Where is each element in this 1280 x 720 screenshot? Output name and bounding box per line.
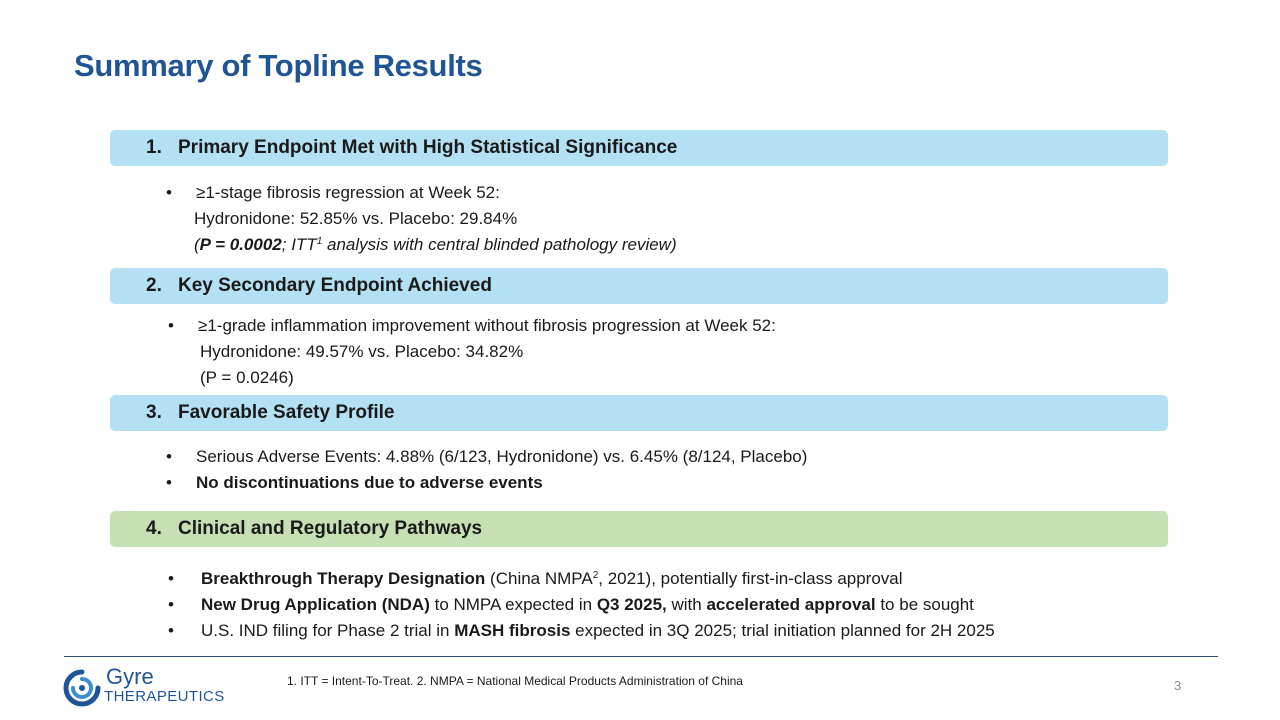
- text-line: ≥1-grade inflammation improvement withou…: [198, 316, 776, 335]
- section-number: 2.: [146, 275, 162, 296]
- footnote: 1. ITT = Intent-To-Treat. 2. NMPA = Nati…: [287, 674, 743, 688]
- text-line: Hydronidone: 52.85% vs. Placebo: 29.84%: [194, 209, 518, 228]
- bullet: •: [168, 316, 174, 335]
- list-item: No discontinuations due to adverse event…: [196, 473, 543, 492]
- bullet: •: [166, 183, 172, 202]
- text-line: Hydronidone: 49.57% vs. Placebo: 34.82%: [200, 342, 524, 361]
- section-heading: Primary Endpoint Met with High Statistic…: [178, 137, 678, 158]
- bullet: •: [166, 447, 172, 466]
- list-item: Breakthrough Therapy Designation (China …: [201, 569, 903, 588]
- text-line: (P = 0.0002; ITT1 analysis with central …: [194, 235, 677, 254]
- section-number: 1.: [146, 137, 162, 158]
- section-number: 3.: [146, 402, 162, 423]
- logo-name-top: Gyre: [106, 664, 154, 689]
- section-header-regulatory-pathways: 4. Clinical and Regulatory Pathways: [110, 511, 1168, 547]
- section-header-primary-endpoint: 1. Primary Endpoint Met with High Statis…: [110, 130, 1168, 166]
- company-logo: Gyre THERAPEUTICS: [62, 664, 242, 710]
- section-body-regulatory-pathways: • Breakthrough Therapy Designation (Chin…: [166, 566, 995, 644]
- page-title: Summary of Topline Results: [74, 48, 483, 83]
- bullet: •: [168, 569, 174, 588]
- bullet: •: [166, 473, 172, 492]
- footer-divider: [64, 656, 1218, 657]
- gyre-swirl-icon: [63, 669, 101, 707]
- text-line: (P = 0.0246): [200, 368, 294, 387]
- section-body-secondary-endpoint: • ≥1-grade inflammation improvement with…: [166, 313, 776, 391]
- section-number: 4.: [146, 518, 162, 539]
- page-number: 3: [1174, 678, 1182, 693]
- section-header-secondary-endpoint: 2. Key Secondary Endpoint Achieved: [110, 268, 1168, 304]
- section-heading: Clinical and Regulatory Pathways: [178, 518, 483, 539]
- list-item: New Drug Application (NDA) to NMPA expec…: [201, 595, 974, 614]
- section-body-safety-profile: • Serious Adverse Events: 4.88% (6/123, …: [164, 444, 807, 496]
- section-header-safety-profile: 3. Favorable Safety Profile: [110, 395, 1168, 431]
- section-heading: Favorable Safety Profile: [178, 402, 395, 423]
- text-line: ≥1-stage fibrosis regression at Week 52:: [196, 183, 500, 202]
- logo-name-bottom: THERAPEUTICS: [104, 688, 225, 705]
- bullet: •: [168, 595, 174, 614]
- section-heading: Key Secondary Endpoint Achieved: [178, 275, 492, 296]
- bullet: •: [168, 621, 174, 640]
- section-body-primary-endpoint: • ≥1-stage fibrosis regression at Week 5…: [164, 180, 677, 258]
- list-item: Serious Adverse Events: 4.88% (6/123, Hy…: [196, 447, 808, 466]
- list-item: U.S. IND filing for Phase 2 trial in MAS…: [201, 621, 995, 640]
